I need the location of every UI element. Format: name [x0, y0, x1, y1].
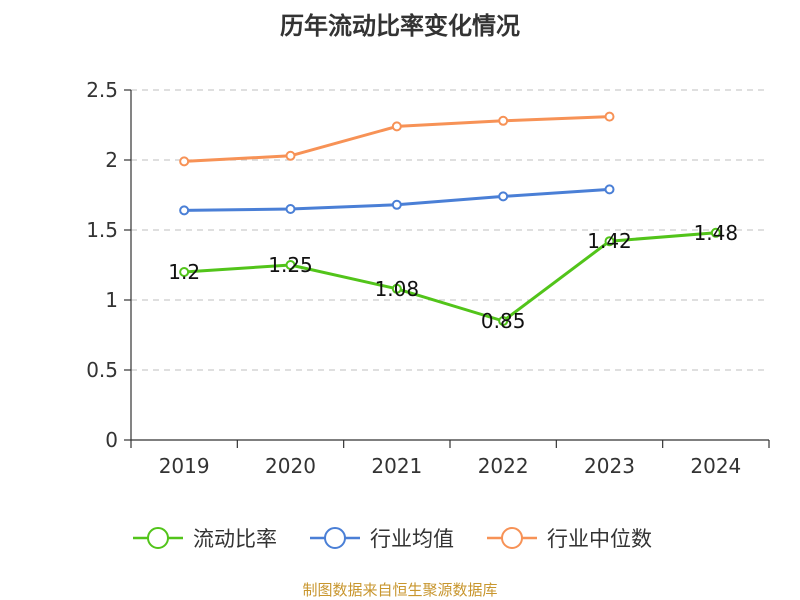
source-note: 制图数据来自恒生聚源数据库	[302, 581, 498, 599]
y-tick-label-1: 1	[105, 288, 118, 312]
data-point-行业均值-2020	[285, 204, 296, 214]
x-tick-label-2021: 2021	[371, 454, 422, 478]
legend[interactable]: 流动比率 行业均值 行业中位数	[133, 527, 652, 551]
x-tick-label-2023: 2023	[584, 454, 635, 478]
data-point-行业均值-2023	[604, 184, 615, 195]
data-point-行业中位数-2019	[179, 156, 190, 167]
data-point-行业中位数-2021	[391, 121, 402, 132]
data-point-行业均值-2022	[498, 191, 509, 202]
axes: 0 0.5 1 1.5 2 2.5 2019 2020 2021 2022 2023 2024	[86, 78, 770, 478]
y-tick-label-0: 0	[105, 428, 118, 452]
legend-label: 行业中位数	[547, 527, 652, 551]
data-point-流动比率-2024	[710, 227, 721, 238]
data-point-流动比率-2023	[604, 236, 615, 247]
data-point-流动比率-2021	[391, 283, 402, 294]
legend-label: 行业均值	[370, 527, 454, 551]
chart-title: 历年流动比率变化情况	[280, 12, 520, 40]
x-tick-label-2020: 2020	[265, 454, 316, 478]
x-tick-label-2022: 2022	[478, 454, 529, 478]
legend-item-行业均值[interactable]: 行业均值	[310, 527, 454, 551]
data-point-行业中位数-2023	[604, 111, 615, 122]
legend-item-流动比率[interactable]: 流动比率	[133, 527, 277, 551]
legend-marker-icon	[501, 527, 523, 549]
data-point-流动比率-2022	[498, 316, 509, 326]
y-tick-label-2.5: 2.5	[86, 78, 118, 102]
data-point-行业中位数-2020	[285, 150, 296, 161]
x-tick-label-2019: 2019	[159, 454, 210, 478]
legend-marker-icon	[324, 527, 346, 549]
data-point-流动比率-2020	[285, 260, 296, 270]
data-label-2023: 1.42	[587, 229, 632, 253]
series-lines	[179, 111, 721, 326]
x-tick-label-2024: 2024	[690, 454, 741, 478]
data-labels: 1.2 1.25 1.08 0.85 1.42 1.48	[168, 221, 738, 333]
data-label-2022: 0.85	[481, 309, 526, 333]
data-label-2020: 1.25	[268, 253, 313, 277]
y-tick-label-0.5: 0.5	[86, 358, 118, 382]
gridlines	[131, 89, 769, 371]
data-label-2021: 1.08	[375, 277, 420, 301]
data-point-行业均值-2019	[179, 205, 190, 216]
legend-label: 流动比率	[193, 527, 277, 551]
data-point-行业中位数-2022	[498, 115, 509, 126]
data-label-2019: 1.2	[168, 260, 200, 284]
y-tick-label-1.5: 1.5	[86, 218, 118, 242]
legend-item-行业中位数[interactable]: 行业中位数	[487, 527, 652, 551]
data-label-2024: 1.48	[694, 221, 739, 245]
data-point-行业均值-2021	[391, 199, 402, 210]
legend-marker-icon	[147, 527, 169, 549]
series-line-流动比率	[184, 231, 716, 323]
data-point-流动比率-2019	[179, 267, 190, 277]
y-tick-label-2: 2	[105, 148, 118, 172]
